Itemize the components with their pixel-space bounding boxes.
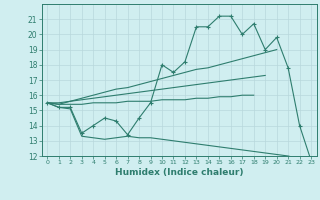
X-axis label: Humidex (Indice chaleur): Humidex (Indice chaleur) xyxy=(115,168,244,177)
